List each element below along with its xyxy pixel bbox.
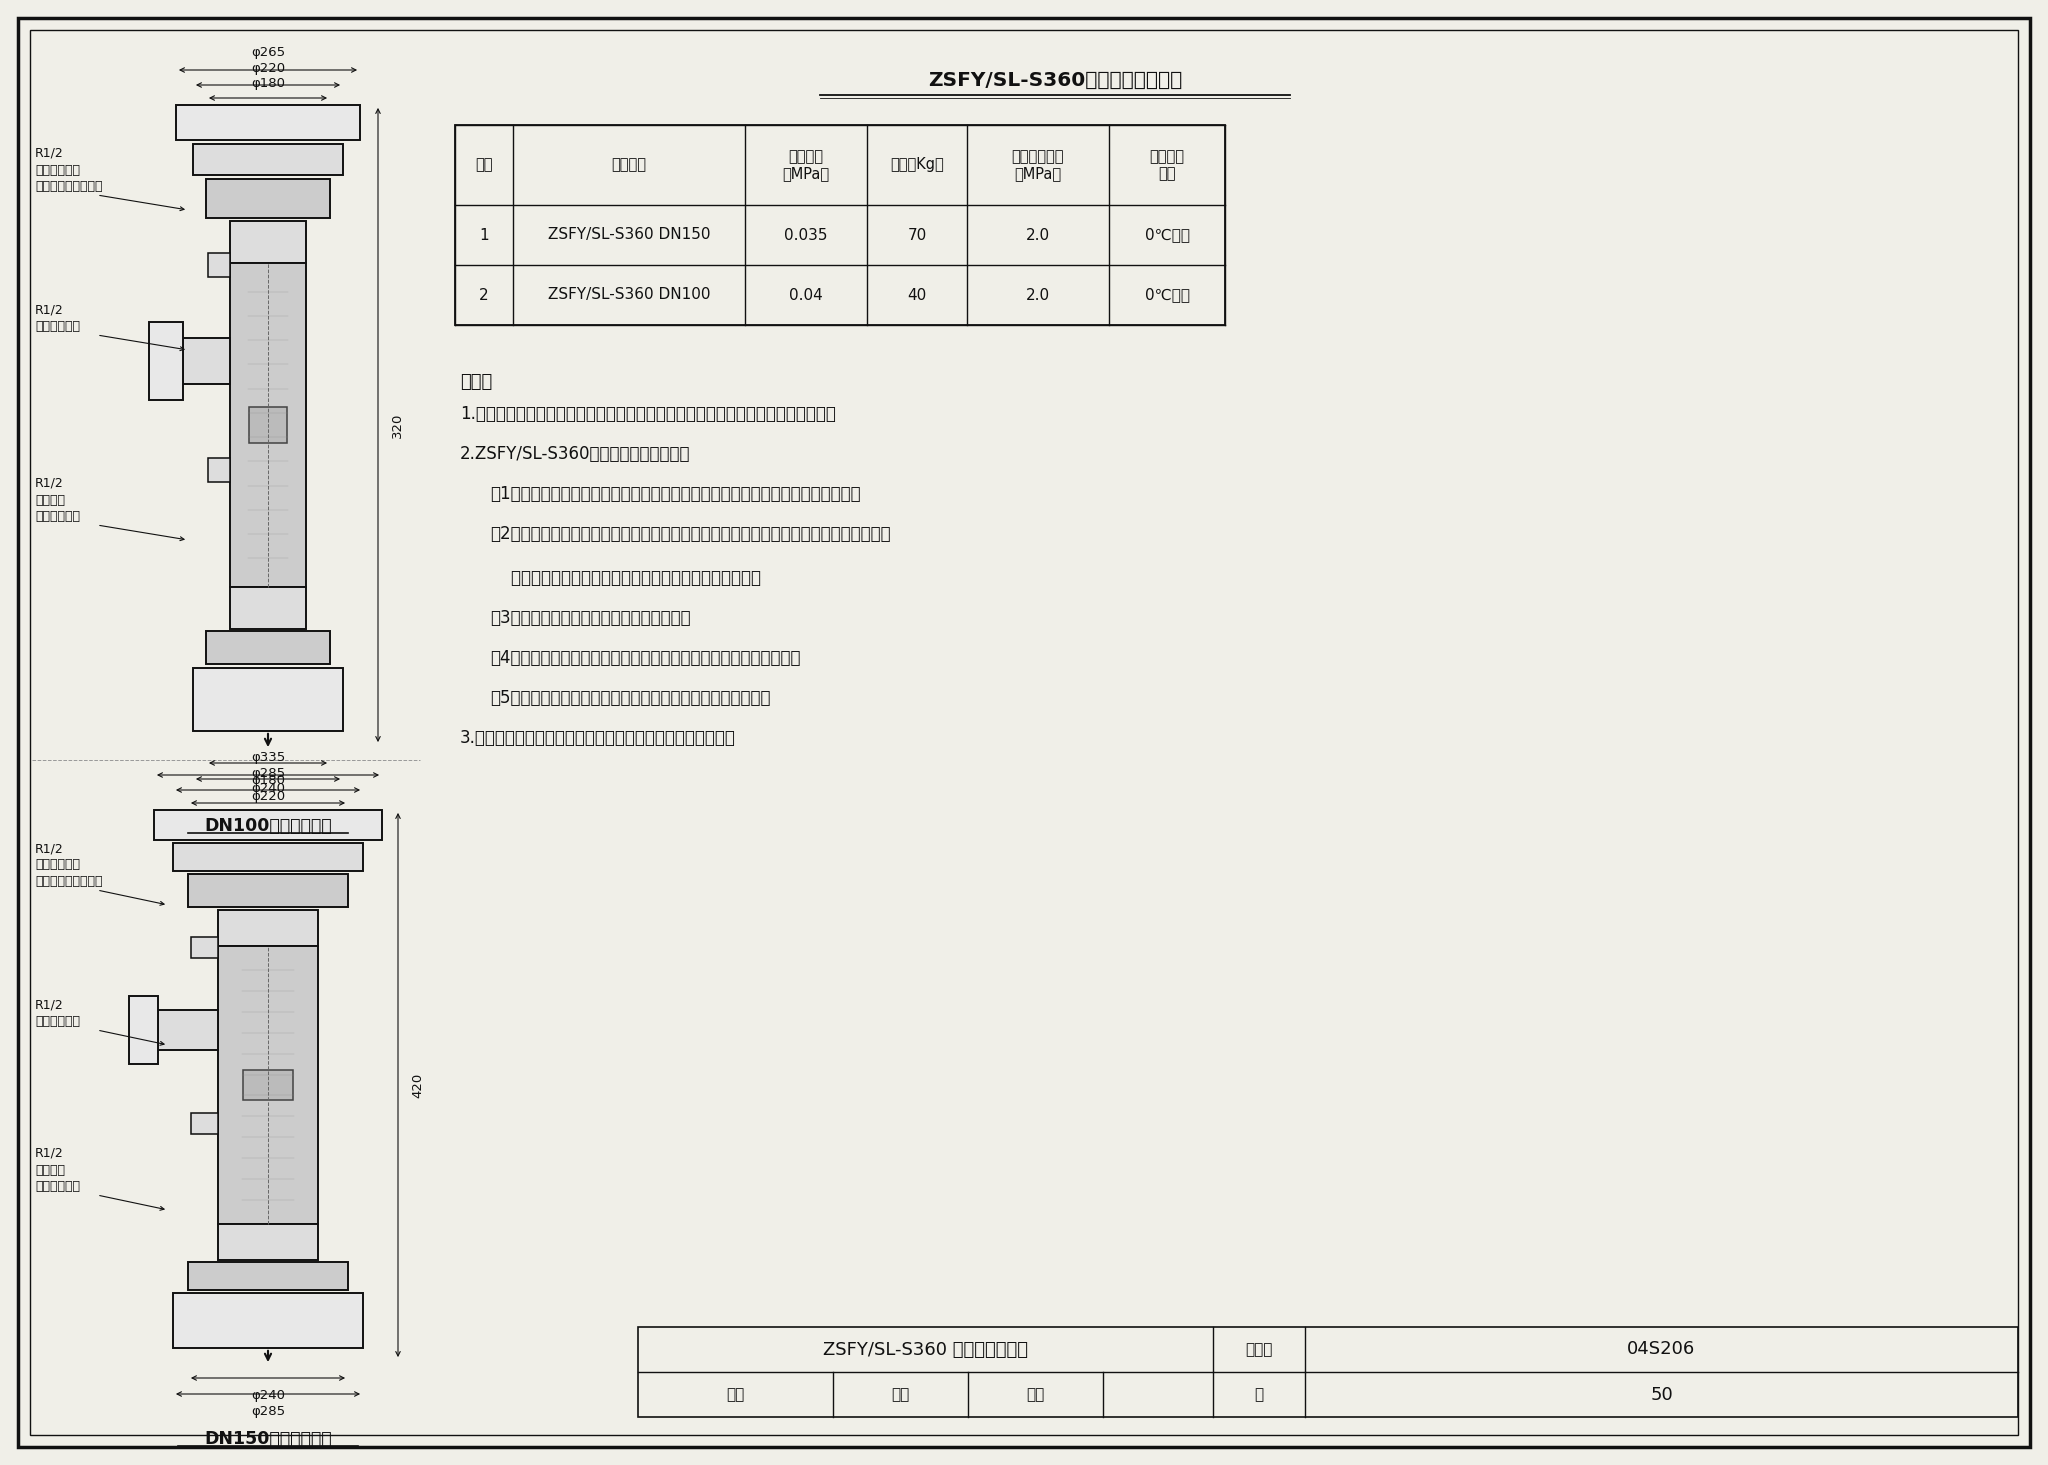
Text: φ240: φ240 <box>252 782 285 795</box>
Text: ZSFY/SL-S360 型雨淋阀大样图: ZSFY/SL-S360 型雨淋阀大样图 <box>823 1340 1028 1358</box>
Text: （5）杂物自动清除装置，避免了因水质过脂导致的阀门威涩。: （5）杂物自动清除装置，避免了因水质过脂导致的阀门威涩。 <box>489 689 770 708</box>
Bar <box>244 1069 293 1100</box>
Text: 适应环境
温度: 适应环境 温度 <box>1149 149 1184 182</box>
Text: 额定工作压力
（MPa）: 额定工作压力 （MPa） <box>1012 149 1065 182</box>
Bar <box>190 1113 219 1134</box>
Text: 0.04: 0.04 <box>788 287 823 302</box>
Text: ZSFY/SL-S360 DN100: ZSFY/SL-S360 DN100 <box>547 287 711 302</box>
Text: R1/2
接出口压力表
水力警报、压力开关: R1/2 接出口压力表 水力警报、压力开关 <box>35 842 102 888</box>
Text: 04S206: 04S206 <box>1628 1340 1696 1358</box>
Text: φ180: φ180 <box>252 774 285 787</box>
Text: R1/2
接进口压力表: R1/2 接进口压力表 <box>35 999 80 1028</box>
Text: 40: 40 <box>907 287 926 302</box>
Text: R1/2
接电磁阀
手动开启装置: R1/2 接电磁阀 手动开启装置 <box>35 478 80 523</box>
Text: ZSFY/SL-S360型雨淋阀技术参数: ZSFY/SL-S360型雨淋阀技术参数 <box>928 70 1182 89</box>
Text: 设计: 设计 <box>1026 1387 1044 1402</box>
Text: 2.ZSFY/SL-S360型雨淋阀有以下特点：: 2.ZSFY/SL-S360型雨淋阀有以下特点： <box>461 445 690 463</box>
Text: R1/2
接出口压力表
水力警报、压力开关: R1/2 接出口压力表 水力警报、压力开关 <box>35 146 102 193</box>
Text: ZSFY/SL-S360 DN150: ZSFY/SL-S360 DN150 <box>547 227 711 243</box>
Text: 0℃以上: 0℃以上 <box>1145 287 1190 302</box>
Bar <box>229 221 307 264</box>
Bar <box>188 873 348 907</box>
Text: 重量（Kg）: 重量（Kg） <box>891 158 944 173</box>
Text: φ265: φ265 <box>252 45 285 59</box>
Text: 说明：: 说明： <box>461 374 492 391</box>
Bar <box>129 996 158 1064</box>
Bar <box>209 457 229 482</box>
Text: 水力摩阔
（MPa）: 水力摩阔 （MPa） <box>782 149 829 182</box>
Text: （2）除了具有自动和现场机械手动功能外，还具有非电控远程手动功能，可以在电控启动: （2）除了具有自动和现场机械手动功能外，还具有非电控远程手动功能，可以在电控启动 <box>489 524 891 544</box>
Text: 3.本图根据首安工业消防股份有限公司提供的技术资料编制。: 3.本图根据首安工业消防股份有限公司提供的技术资料编制。 <box>461 730 735 747</box>
Text: （1）阀中阀结构，可增加阀门关闭的可靠性；同时使阀门开启和关闭过程均加快。: （1）阀中阀结构，可增加阀门关闭的可靠性；同时使阀门开启和关闭过程均加快。 <box>489 485 860 502</box>
Bar <box>250 407 287 442</box>
Text: 0℃以上: 0℃以上 <box>1145 227 1190 243</box>
Bar <box>219 946 317 1223</box>
Bar <box>229 264 307 586</box>
Text: 型号规格: 型号规格 <box>612 158 647 173</box>
Text: 420: 420 <box>412 1072 424 1097</box>
Text: φ285: φ285 <box>252 1405 285 1418</box>
Bar <box>207 179 330 218</box>
Text: 0.035: 0.035 <box>784 227 827 243</box>
Bar <box>219 1223 317 1260</box>
Text: 校对: 校对 <box>891 1387 909 1402</box>
Text: 序号: 序号 <box>475 158 494 173</box>
Text: φ240: φ240 <box>252 1389 285 1402</box>
Bar <box>150 322 182 400</box>
Bar <box>172 844 362 870</box>
Bar <box>229 586 307 628</box>
Bar <box>193 668 342 731</box>
Bar <box>219 910 317 946</box>
Text: 失灵的情况下，在远离火灾位置的安全地点启闭雨淋阀。: 失灵的情况下，在远离火灾位置的安全地点启闭雨淋阀。 <box>489 568 762 587</box>
Bar <box>209 253 229 277</box>
Text: φ180: φ180 <box>252 78 285 89</box>
Text: 1: 1 <box>479 227 489 243</box>
Text: φ220: φ220 <box>252 790 285 803</box>
Text: φ335: φ335 <box>250 752 285 765</box>
Bar <box>172 1294 362 1348</box>
Bar <box>207 630 330 664</box>
Bar <box>188 1261 348 1291</box>
Bar <box>193 144 342 176</box>
Bar <box>158 1011 219 1050</box>
Text: 页: 页 <box>1255 1387 1264 1402</box>
Text: （4）专门设计的防水锤机构，有效消除阀门带压关闭时的水锤现象。: （4）专门设计的防水锤机构，有效消除阀门带压关闭时的水锤现象。 <box>489 649 801 667</box>
Text: 2: 2 <box>479 287 489 302</box>
Bar <box>455 125 1225 325</box>
Text: R1/2
接进口压力表: R1/2 接进口压力表 <box>35 303 80 333</box>
Bar <box>154 810 383 841</box>
Text: DN100雨淋阀大样图: DN100雨淋阀大样图 <box>205 817 332 835</box>
Bar <box>190 938 219 958</box>
Text: R1/2
接电磁阀
手动开启装置: R1/2 接电磁阀 手动开启装置 <box>35 1147 80 1193</box>
Text: φ220: φ220 <box>252 62 285 75</box>
Text: 50: 50 <box>1651 1386 1673 1403</box>
Bar <box>639 1327 2017 1417</box>
Text: φ285: φ285 <box>252 768 285 779</box>
Bar <box>176 105 360 141</box>
Text: 图集号: 图集号 <box>1245 1342 1272 1357</box>
Text: 70: 70 <box>907 227 926 243</box>
Text: DN150雨淋阀大样图: DN150雨淋阀大样图 <box>205 1430 332 1447</box>
Text: 320: 320 <box>391 412 403 438</box>
Text: 2.0: 2.0 <box>1026 227 1051 243</box>
Text: （3）直通式结构，立式安装，流阻损失小。: （3）直通式结构，立式安装，流阻损失小。 <box>489 609 690 627</box>
Text: 1.根据使用环境的不同，雨淋阀的材质可选用球墨铸铁加锡青铜衬套或整体不锈阢。: 1.根据使用环境的不同，雨淋阀的材质可选用球墨铸铁加锡青铜衬套或整体不锈阢。 <box>461 404 836 423</box>
Text: 2.0: 2.0 <box>1026 287 1051 302</box>
Text: 审核: 审核 <box>727 1387 745 1402</box>
Bar <box>182 338 229 384</box>
